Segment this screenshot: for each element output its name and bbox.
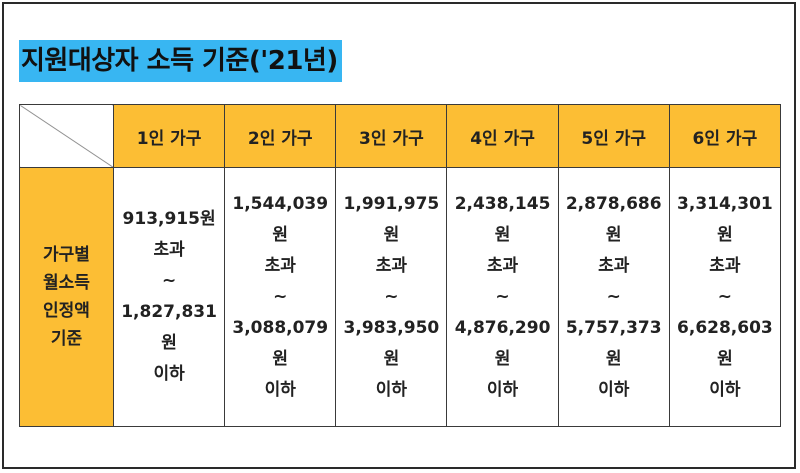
max-income: 3,088,079원 — [232, 317, 329, 369]
over-label: 초과 — [709, 255, 741, 276]
under-label: 이하 — [153, 364, 185, 384]
corner-diagonal-cell — [19, 104, 114, 168]
max-income: 6,628,603원 — [677, 317, 773, 369]
income-criteria-table: 1인 가구 2인 가구 3인 가구 4인 가구 5인 가구 6인 가구 가구별 … — [19, 104, 782, 427]
over-label: 초과 — [486, 255, 519, 276]
column-header: 2인 가구 — [224, 104, 337, 168]
row-label-line: 월소득 — [43, 273, 90, 293]
under-label: 이하 — [264, 379, 296, 400]
min-income: 3,314,301원 — [677, 193, 773, 245]
range-tilde: ~ — [161, 271, 177, 291]
income-range-cell: 1,544,039원 초과 ~ 3,088,079원 이하 — [224, 167, 337, 427]
table-header-row: 1인 가구 2인 가구 3인 가구 4인 가구 5인 가구 6인 가구 — [19, 104, 782, 168]
min-income: 1,991,975원 — [343, 193, 440, 245]
column-header: 1인 가구 — [112, 104, 226, 168]
page-title: 지원대상자 소득 기준('21년) — [19, 40, 342, 82]
max-income: 1,827,831원 — [121, 302, 217, 353]
min-income: 2,438,145원 — [454, 193, 551, 245]
range-tilde: ~ — [717, 286, 733, 307]
over-label: 초과 — [598, 255, 630, 276]
max-income: 3,983,950원 — [343, 317, 440, 369]
over-label: 초과 — [375, 255, 408, 276]
max-income: 4,876,290원 — [454, 317, 551, 369]
min-income: 913,915원 — [122, 209, 216, 229]
over-label: 초과 — [153, 240, 185, 260]
column-header: 4인 가구 — [446, 104, 559, 168]
row-label-line: 가구별 — [43, 245, 90, 265]
range-tilde: ~ — [495, 286, 510, 307]
under-label: 이하 — [375, 379, 408, 400]
column-header: 6인 가구 — [668, 104, 782, 168]
table-row: 가구별 월소득 인정액 기준 913,915원 초과 ~ 1,827,831원 … — [19, 167, 782, 427]
column-header: 3인 가구 — [335, 104, 448, 168]
income-range-cell: 3,314,301원 초과 ~ 6,628,603원 이하 — [668, 167, 782, 427]
range-tilde: ~ — [384, 286, 399, 307]
under-label: 이하 — [486, 379, 519, 400]
min-income: 1,544,039원 — [232, 193, 329, 245]
income-range-cell: 913,915원 초과 ~ 1,827,831원 이하 — [112, 167, 226, 427]
range-tilde: ~ — [273, 286, 288, 307]
income-range-cell: 1,991,975원 초과 ~ 3,983,950원 이하 — [335, 167, 448, 427]
range-tilde: ~ — [606, 286, 621, 307]
max-income: 5,757,373원 — [565, 317, 662, 369]
over-label: 초과 — [264, 255, 296, 276]
income-range-cell: 2,438,145원 초과 ~ 4,876,290원 이하 — [446, 167, 559, 427]
row-label-line: 기준 — [50, 329, 83, 349]
under-label: 이하 — [709, 379, 741, 400]
row-label: 가구별 월소득 인정액 기준 — [19, 167, 114, 427]
under-label: 이하 — [598, 379, 630, 400]
row-label-line: 인정액 — [43, 301, 90, 321]
income-range-cell: 2,878,686원 초과 ~ 5,757,373원 이하 — [557, 167, 670, 427]
column-header: 5인 가구 — [557, 104, 670, 168]
min-income: 2,878,686원 — [565, 193, 662, 245]
